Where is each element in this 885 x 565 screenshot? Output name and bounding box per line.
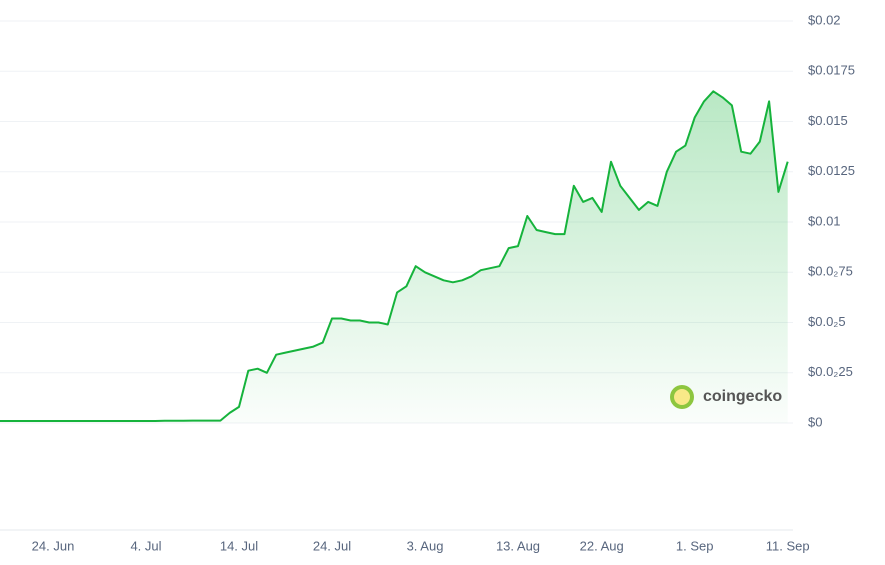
y-tick-label: $0.0₂75 bbox=[808, 264, 853, 279]
y-tick-label: $0.015 bbox=[808, 113, 848, 128]
x-tick-label: 4. Jul bbox=[130, 538, 161, 553]
y-tick-label: $0.01 bbox=[808, 213, 841, 228]
price-area bbox=[0, 91, 788, 423]
watermark: coingecko bbox=[670, 385, 782, 409]
x-tick-label: 13. Aug bbox=[496, 538, 540, 553]
y-tick-label: $0.0125 bbox=[808, 163, 855, 178]
x-tick-label: 14. Jul bbox=[220, 538, 258, 553]
x-tick-label: 22. Aug bbox=[580, 538, 624, 553]
watermark-text: coingecko bbox=[703, 388, 782, 405]
y-tick-label: $0.0175 bbox=[808, 63, 855, 78]
x-tick-label: 1. Sep bbox=[676, 538, 714, 553]
price-line bbox=[0, 90, 789, 422]
x-tick-label: 24. Jul bbox=[313, 538, 351, 553]
y-tick-label: $0.0₂25 bbox=[808, 364, 853, 379]
x-tick-label: 24. Jun bbox=[32, 538, 75, 553]
watermark-logo-inner bbox=[674, 389, 690, 405]
x-tick-label: 3. Aug bbox=[407, 538, 444, 553]
y-tick-label: $0 bbox=[808, 414, 822, 429]
y-tick-label: $0.0₂5 bbox=[808, 314, 846, 329]
x-tick-label: 11. Sep bbox=[766, 538, 810, 553]
y-tick-label: $0.02 bbox=[808, 12, 841, 27]
